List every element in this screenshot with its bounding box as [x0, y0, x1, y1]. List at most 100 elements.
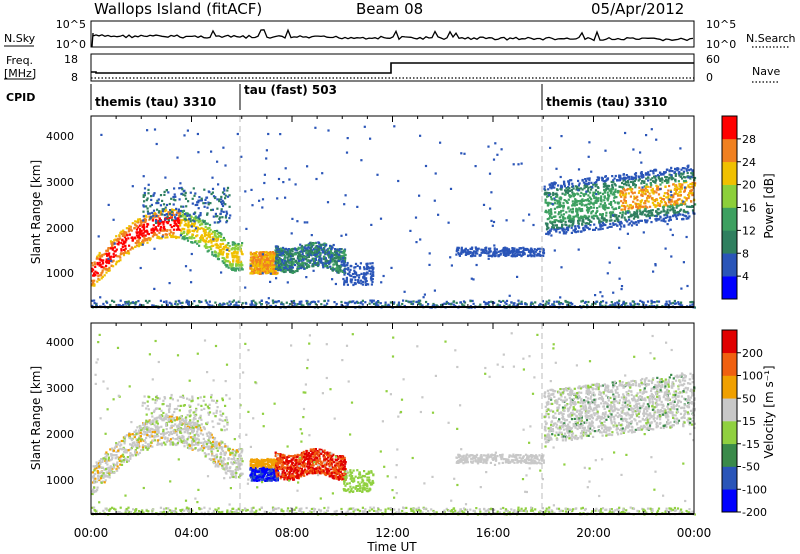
heatmap-cell: [97, 275, 100, 278]
heatmap-cell: [514, 255, 517, 258]
heatmap-cell: [567, 301, 570, 304]
heatmap-cell: [192, 187, 195, 190]
heatmap-cell: [196, 234, 199, 237]
heatmap-cell: [673, 171, 677, 174]
heatmap-cell: [645, 183, 648, 186]
heatmap-cell: [186, 224, 189, 227]
heatmap-cell: [204, 225, 207, 228]
heatmap-cell: [569, 301, 572, 304]
heatmap-cell: [142, 194, 145, 197]
heatmap-cell: [155, 214, 158, 218]
heatmap-cell: [303, 262, 306, 265]
heatmap-cell: [160, 304, 164, 307]
heatmap-cell: [146, 207, 149, 210]
heatmap-cell: [223, 189, 226, 192]
heatmap-cell: [632, 180, 635, 183]
heatmap-cell: [338, 249, 341, 252]
heatmap-cell: [377, 300, 380, 303]
heatmap-cell: [326, 264, 329, 267]
heatmap-cell: [584, 217, 587, 220]
heatmap-cell: [145, 199, 148, 202]
heatmap-cell: [331, 278, 334, 281]
heatmap-cell: [677, 198, 680, 201]
heatmap-cell: [306, 244, 309, 247]
heatmap-cell: [124, 245, 127, 248]
heatmap-cell: [614, 184, 617, 187]
heatmap-cell: [287, 268, 290, 271]
heatmap-cell: [683, 167, 686, 170]
heatmap-cell: [222, 210, 225, 213]
heatmap-cell: [668, 198, 671, 201]
heatmap-cell: [601, 300, 605, 303]
heatmap-cell: [594, 294, 597, 297]
heatmap-cell: [319, 253, 322, 256]
heatmap-cell: [592, 194, 595, 197]
heatmap-cell: [312, 300, 315, 303]
heatmap-cell: [320, 257, 323, 260]
heatmap-cell: [329, 250, 333, 253]
heatmap-cell: [112, 259, 115, 262]
heatmap-cell: [460, 152, 463, 155]
heatmap-cell: [255, 302, 258, 305]
heatmap-cell: [621, 211, 624, 214]
heatmap-cell: [544, 198, 547, 201]
heatmap-cell: [100, 133, 103, 136]
heatmap-cell: [564, 217, 567, 220]
heatmap-cell: [661, 181, 664, 184]
heatmap-cell: [320, 303, 323, 306]
heatmap-cell: [222, 238, 225, 242]
heatmap-cell: [680, 175, 683, 178]
freq-tick-top: 18: [64, 53, 78, 66]
heatmap-cell: [369, 299, 372, 302]
heatmap-cell: [681, 173, 684, 176]
heatmap-cell: [270, 255, 273, 258]
heatmap-cell: [147, 233, 150, 236]
nsky-panel: N.Sky 10^5 10^0 N.Search 10^5 10^0: [4, 18, 796, 51]
heatmap-cell: [162, 234, 165, 237]
heatmap-cell: [222, 250, 225, 253]
heatmap-cell: [364, 281, 367, 284]
heatmap-cell: [220, 198, 223, 201]
heatmap-cell: [584, 178, 587, 181]
heatmap-cell: [225, 256, 228, 259]
heatmap-cell: [223, 238, 226, 241]
heatmap-cell: [347, 266, 350, 270]
heatmap-cell: [140, 242, 143, 245]
heatmap-cell: [300, 247, 303, 250]
heatmap-cell: [334, 248, 337, 251]
heatmap-cell: [193, 217, 196, 220]
heatmap-cell: [282, 262, 285, 265]
heatmap-cell: [672, 183, 675, 186]
heatmap-cell: [312, 258, 315, 261]
heatmap-cell: [345, 264, 348, 267]
heatmap-cell: [682, 200, 685, 203]
heatmap-cell: [647, 179, 650, 182]
heatmap-cell: [195, 226, 198, 229]
heatmap-cell: [146, 129, 149, 132]
heatmap-cell: [502, 248, 505, 251]
heatmap-cell: [280, 249, 283, 252]
heatmap-cell: [603, 180, 606, 183]
heatmap-cell: [199, 219, 202, 222]
heatmap-cell: [269, 280, 272, 283]
heatmap-cell: [297, 259, 301, 262]
heatmap-cell: [311, 253, 314, 256]
heatmap-cell: [686, 284, 689, 288]
heatmap-cell: [200, 300, 203, 303]
heatmap-cell: [635, 205, 638, 209]
heatmap-cell: [550, 216, 553, 220]
heatmap-cell: [550, 234, 553, 237]
heatmap-cell: [146, 232, 149, 235]
heatmap-cell: [237, 300, 240, 303]
heatmap-cell: [298, 251, 301, 254]
heatmap-cell: [152, 224, 155, 227]
heatmap-cell: [618, 277, 621, 280]
heatmap-cell: [198, 301, 201, 304]
heatmap-cell: [559, 227, 562, 230]
heatmap-cell: [166, 304, 169, 307]
heatmap-cell: [261, 259, 264, 262]
heatmap-cell: [104, 252, 107, 255]
heatmap-cell: [193, 300, 196, 303]
heatmap-cell: [235, 260, 238, 263]
heatmap-cell: [142, 204, 145, 207]
